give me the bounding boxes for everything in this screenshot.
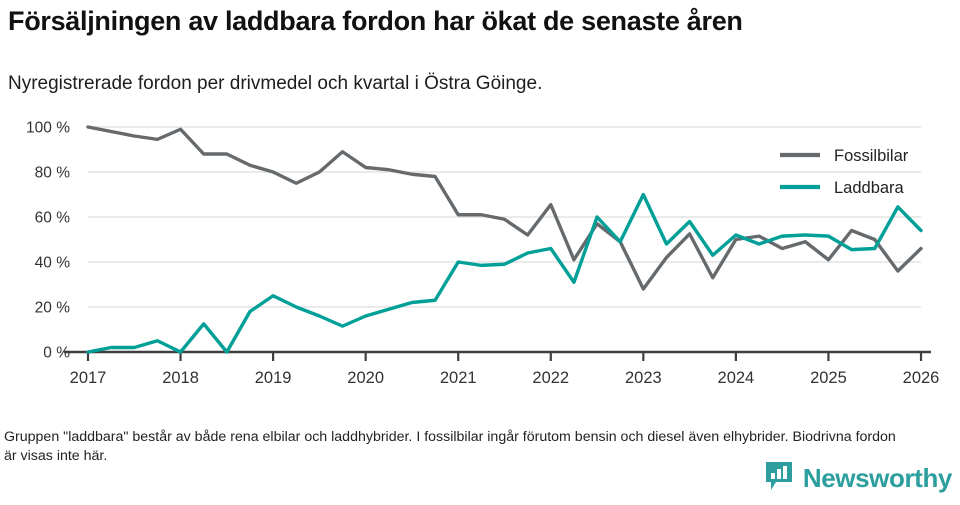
chart-legend: Fossilbilar Laddbara — [780, 147, 909, 197]
y-axis-labels: 0 % 20 % 40 % 60 % 80 % 100 % — [26, 120, 70, 362]
x-axis-tick-label: 2020 — [347, 369, 384, 387]
y-axis-tick-label: 80 % — [35, 165, 71, 182]
legend-label: Laddbara — [834, 179, 905, 197]
gridlines — [88, 126, 921, 308]
x-axis-tick-label: 2023 — [625, 369, 662, 387]
x-axis-labels: 2017 2018 2019 2020 2021 2022 2023 2024 2025 2026 — [70, 369, 940, 387]
series-line-fossilbilar — [86, 125, 923, 291]
x-axis-tick-label: 2024 — [718, 369, 755, 387]
y-axis-tick-label: 40 % — [35, 255, 71, 272]
bar-chart-bubble-icon — [764, 460, 794, 497]
y-axis-tick-label: 0 % — [43, 345, 70, 362]
x-axis-tick-label: 2018 — [162, 369, 199, 387]
page-title: Försäljningen av laddbara fordon har öka… — [8, 6, 743, 36]
x-axis-tick-label: 2026 — [903, 369, 940, 387]
y-axis-tick-label: 100 % — [26, 120, 70, 137]
y-axis-tick-label: 20 % — [35, 300, 71, 317]
logo-wordmark: Newsworthy — [802, 463, 953, 493]
line-chart: 0 % 20 % 40 % 60 % 80 % 100 % 2017 2018 2019 202… — [0, 110, 960, 395]
x-axis-tick-label: 2022 — [532, 369, 569, 387]
chart-svg: 0 % 20 % 40 % 60 % 80 % 100 % 2017 2018 2019 202… — [26, 120, 940, 388]
x-axis-tick-label: 2021 — [440, 369, 477, 387]
series-line-laddbara — [86, 192, 923, 354]
x-axis-tick-label: 2025 — [810, 369, 847, 387]
x-axis-tick-label: 2017 — [70, 369, 107, 387]
legend-label: Fossilbilar — [834, 147, 909, 165]
y-axis-tick-label: 60 % — [35, 210, 71, 227]
newsworthy-logo: Newsworthy — [764, 460, 952, 497]
footnote: Gruppen "laddbara" består av både rena e… — [4, 429, 896, 464]
data-series — [86, 125, 923, 354]
page-subtitle: Nyregistrerade fordon per drivmedel och … — [8, 73, 543, 94]
x-axis-tick-label: 2019 — [255, 369, 292, 387]
x-axis — [64, 350, 931, 361]
